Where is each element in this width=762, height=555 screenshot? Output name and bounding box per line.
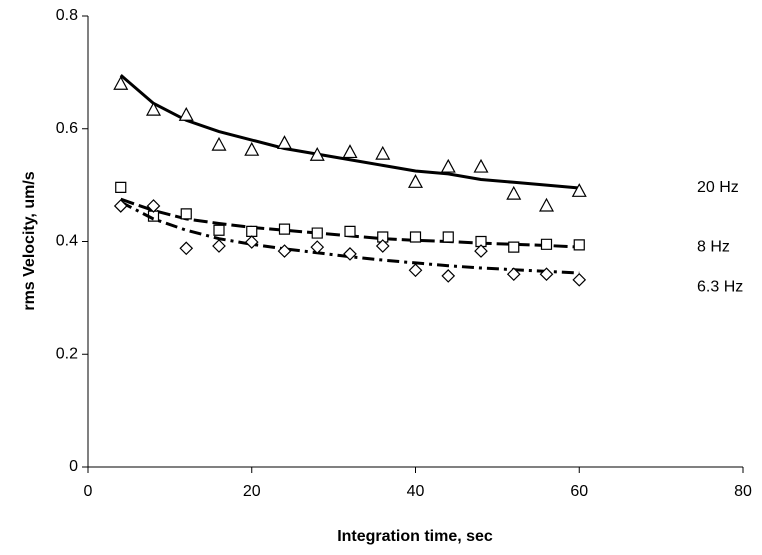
y-tick-label: 0.4 xyxy=(56,233,78,250)
marker xyxy=(409,231,422,243)
marker xyxy=(115,181,127,193)
marker xyxy=(506,267,521,282)
y-tick-label: 0.2 xyxy=(56,345,78,362)
marker xyxy=(475,235,487,248)
marker xyxy=(408,263,423,278)
marker xyxy=(571,183,587,197)
x-tick-label: 20 xyxy=(243,483,261,500)
marker xyxy=(309,146,325,161)
series-label: 8 Hz xyxy=(697,238,730,255)
marker xyxy=(442,231,454,243)
marker xyxy=(538,197,555,212)
marker xyxy=(145,101,162,116)
fit-line xyxy=(120,197,580,249)
series-label: 20 Hz xyxy=(697,179,739,196)
y-axis-title: rms Velocity, um/s xyxy=(21,171,38,310)
marker xyxy=(572,272,587,287)
x-axis-title: Integration time, sec xyxy=(337,528,493,545)
marker xyxy=(213,224,225,236)
marker xyxy=(180,208,192,220)
fit-line xyxy=(120,200,580,275)
marker xyxy=(407,174,424,188)
marker xyxy=(540,238,553,250)
marker xyxy=(113,75,129,90)
marker xyxy=(246,225,258,237)
marker xyxy=(375,239,390,253)
marker xyxy=(539,267,554,282)
y-tick-label: 0.6 xyxy=(56,120,78,137)
marker xyxy=(343,247,357,261)
marker xyxy=(508,241,520,253)
marker xyxy=(375,145,391,160)
x-tick-label: 80 xyxy=(734,483,752,500)
marker xyxy=(179,241,194,256)
marker xyxy=(244,235,259,249)
marker xyxy=(474,244,488,258)
marker xyxy=(278,223,291,235)
x-tick-label: 60 xyxy=(570,483,588,500)
marker xyxy=(311,227,323,239)
marker xyxy=(113,199,128,213)
marker xyxy=(573,239,585,251)
marker xyxy=(441,269,456,283)
marker xyxy=(377,231,389,243)
series-label: 6.3 Hz xyxy=(697,278,743,295)
x-tick-label: 40 xyxy=(407,483,425,500)
x-tick-label: 0 xyxy=(84,483,93,500)
marker xyxy=(440,158,456,173)
marker xyxy=(178,106,194,121)
y-tick-label: 0.8 xyxy=(56,7,78,24)
marker xyxy=(146,199,161,213)
marker xyxy=(276,135,293,150)
marker xyxy=(244,141,260,156)
y-tick-label: 0 xyxy=(69,458,78,475)
marker xyxy=(211,136,227,151)
marker xyxy=(473,158,489,173)
marker xyxy=(342,144,358,159)
marker xyxy=(212,239,226,253)
fit-line xyxy=(119,74,580,190)
marker xyxy=(506,185,522,200)
marker xyxy=(277,244,292,258)
marker xyxy=(310,240,325,254)
marker xyxy=(344,225,356,237)
